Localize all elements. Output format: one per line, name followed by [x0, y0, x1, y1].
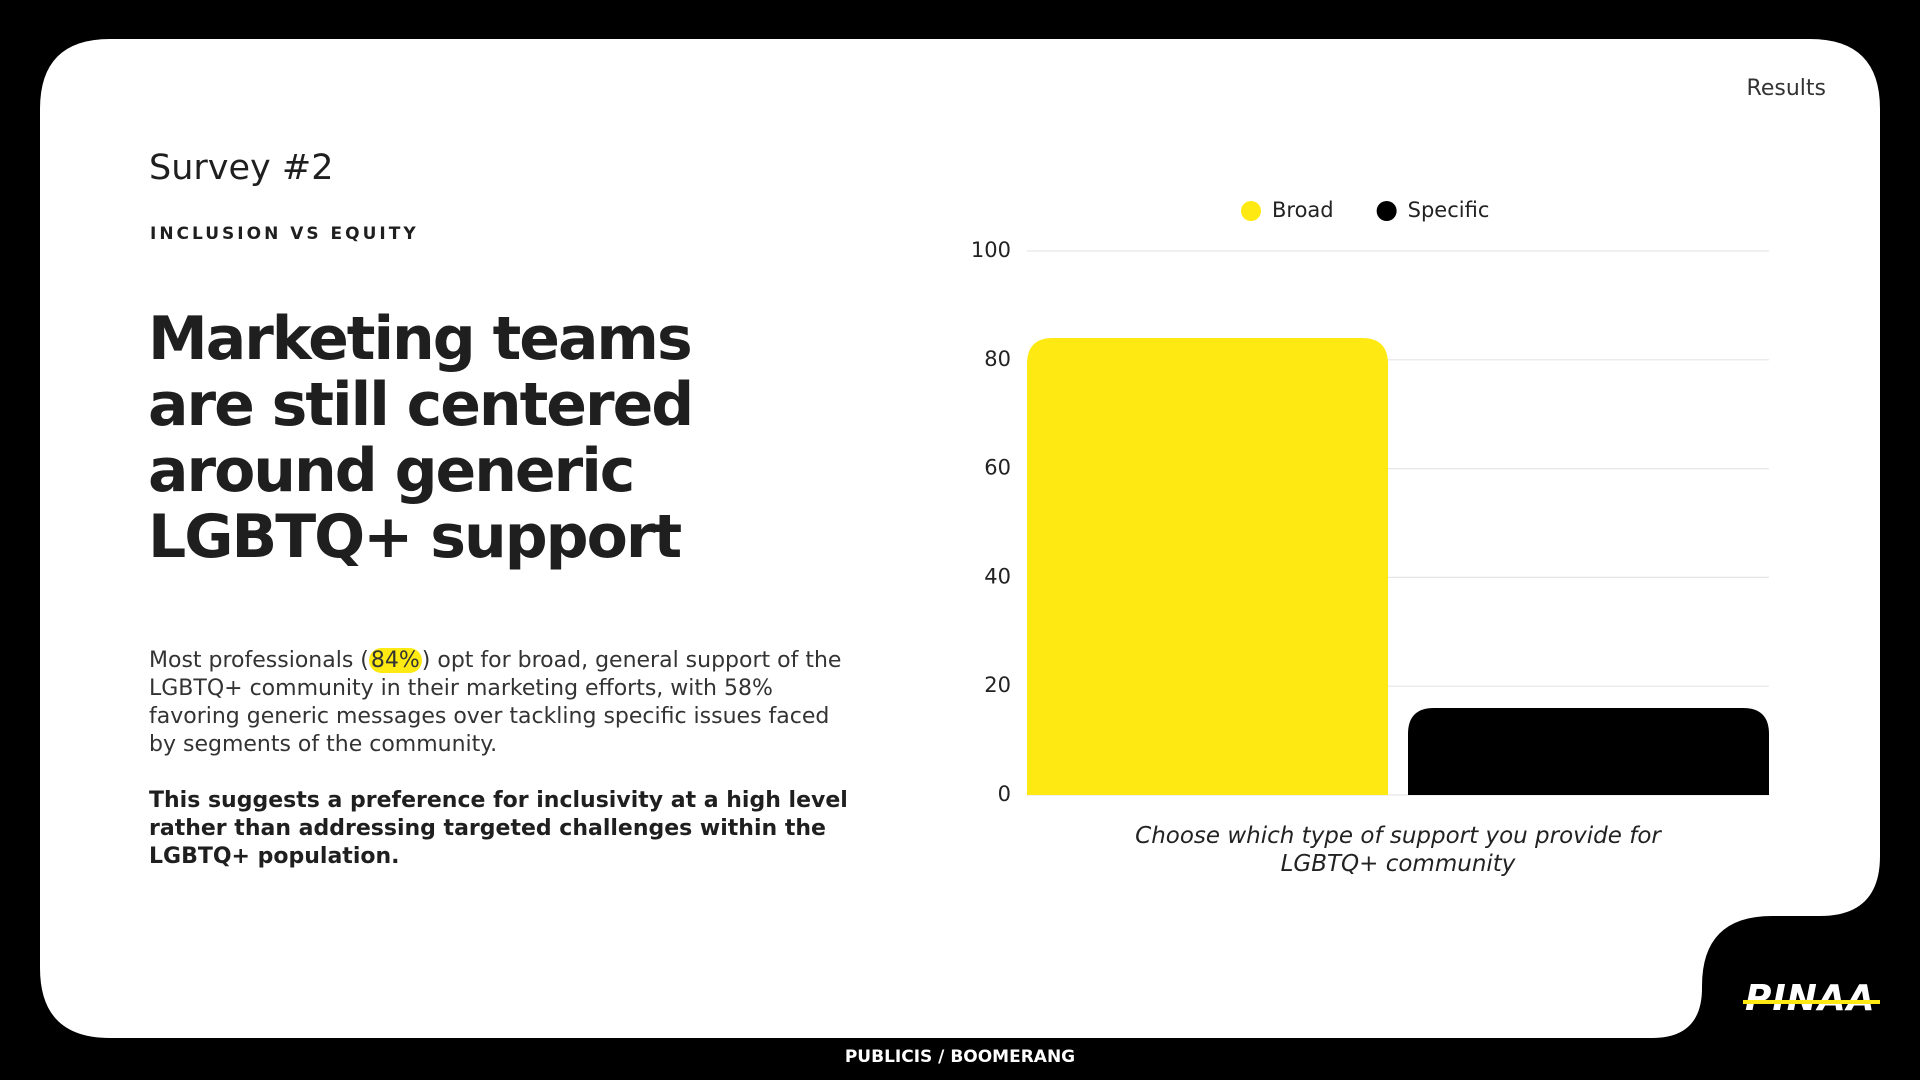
bar — [1408, 707, 1769, 795]
logo: PINAA — [1743, 978, 1880, 1019]
y-tick-label: 0 — [998, 782, 1011, 806]
y-tick-label: 100 — [971, 238, 1011, 262]
y-tick-label: 80 — [984, 347, 1011, 371]
legend-marker — [1241, 201, 1261, 221]
headline-line: LGBTQ+ support — [148, 502, 682, 572]
logo-text: PINAA — [1745, 978, 1876, 1019]
highlight: 84% — [368, 648, 422, 673]
headline-line: are still centered — [148, 370, 694, 440]
legend-marker — [1376, 201, 1397, 221]
headline-line: Marketing teams — [148, 304, 693, 374]
kicker: Survey #2 — [149, 148, 334, 188]
footer: PUBLICIS / BOOMERANG — [844, 1047, 1076, 1067]
chart: 0 20 40 60 80 100 Broad Specific — [971, 198, 1769, 806]
x-axis-label: Choose which type of support you provide… — [1135, 823, 1661, 877]
section-label: Results — [1746, 76, 1826, 101]
logo-strike — [1743, 1000, 1880, 1004]
body-text: Most professionals ( — [149, 648, 369, 673]
y-tick-label: 40 — [984, 564, 1011, 588]
body-text: Most professionals (84%) opt for broad, … — [149, 647, 859, 759]
headline-line: around generic — [148, 436, 635, 506]
body-text: ) opt for broad, general support of the … — [149, 648, 842, 757]
bar — [1027, 338, 1388, 795]
y-tick-label: 60 — [984, 456, 1011, 480]
conclusion: This suggests a preference for inclusivi… — [149, 788, 848, 869]
legend-label: Broad — [1272, 198, 1334, 222]
section-title: INCLUSION VS EQUITY — [150, 224, 419, 244]
y-tick-label: 20 — [984, 673, 1011, 697]
headline: Marketing teams are still centered around … — [148, 304, 694, 572]
legend-label: Specific — [1408, 198, 1490, 222]
